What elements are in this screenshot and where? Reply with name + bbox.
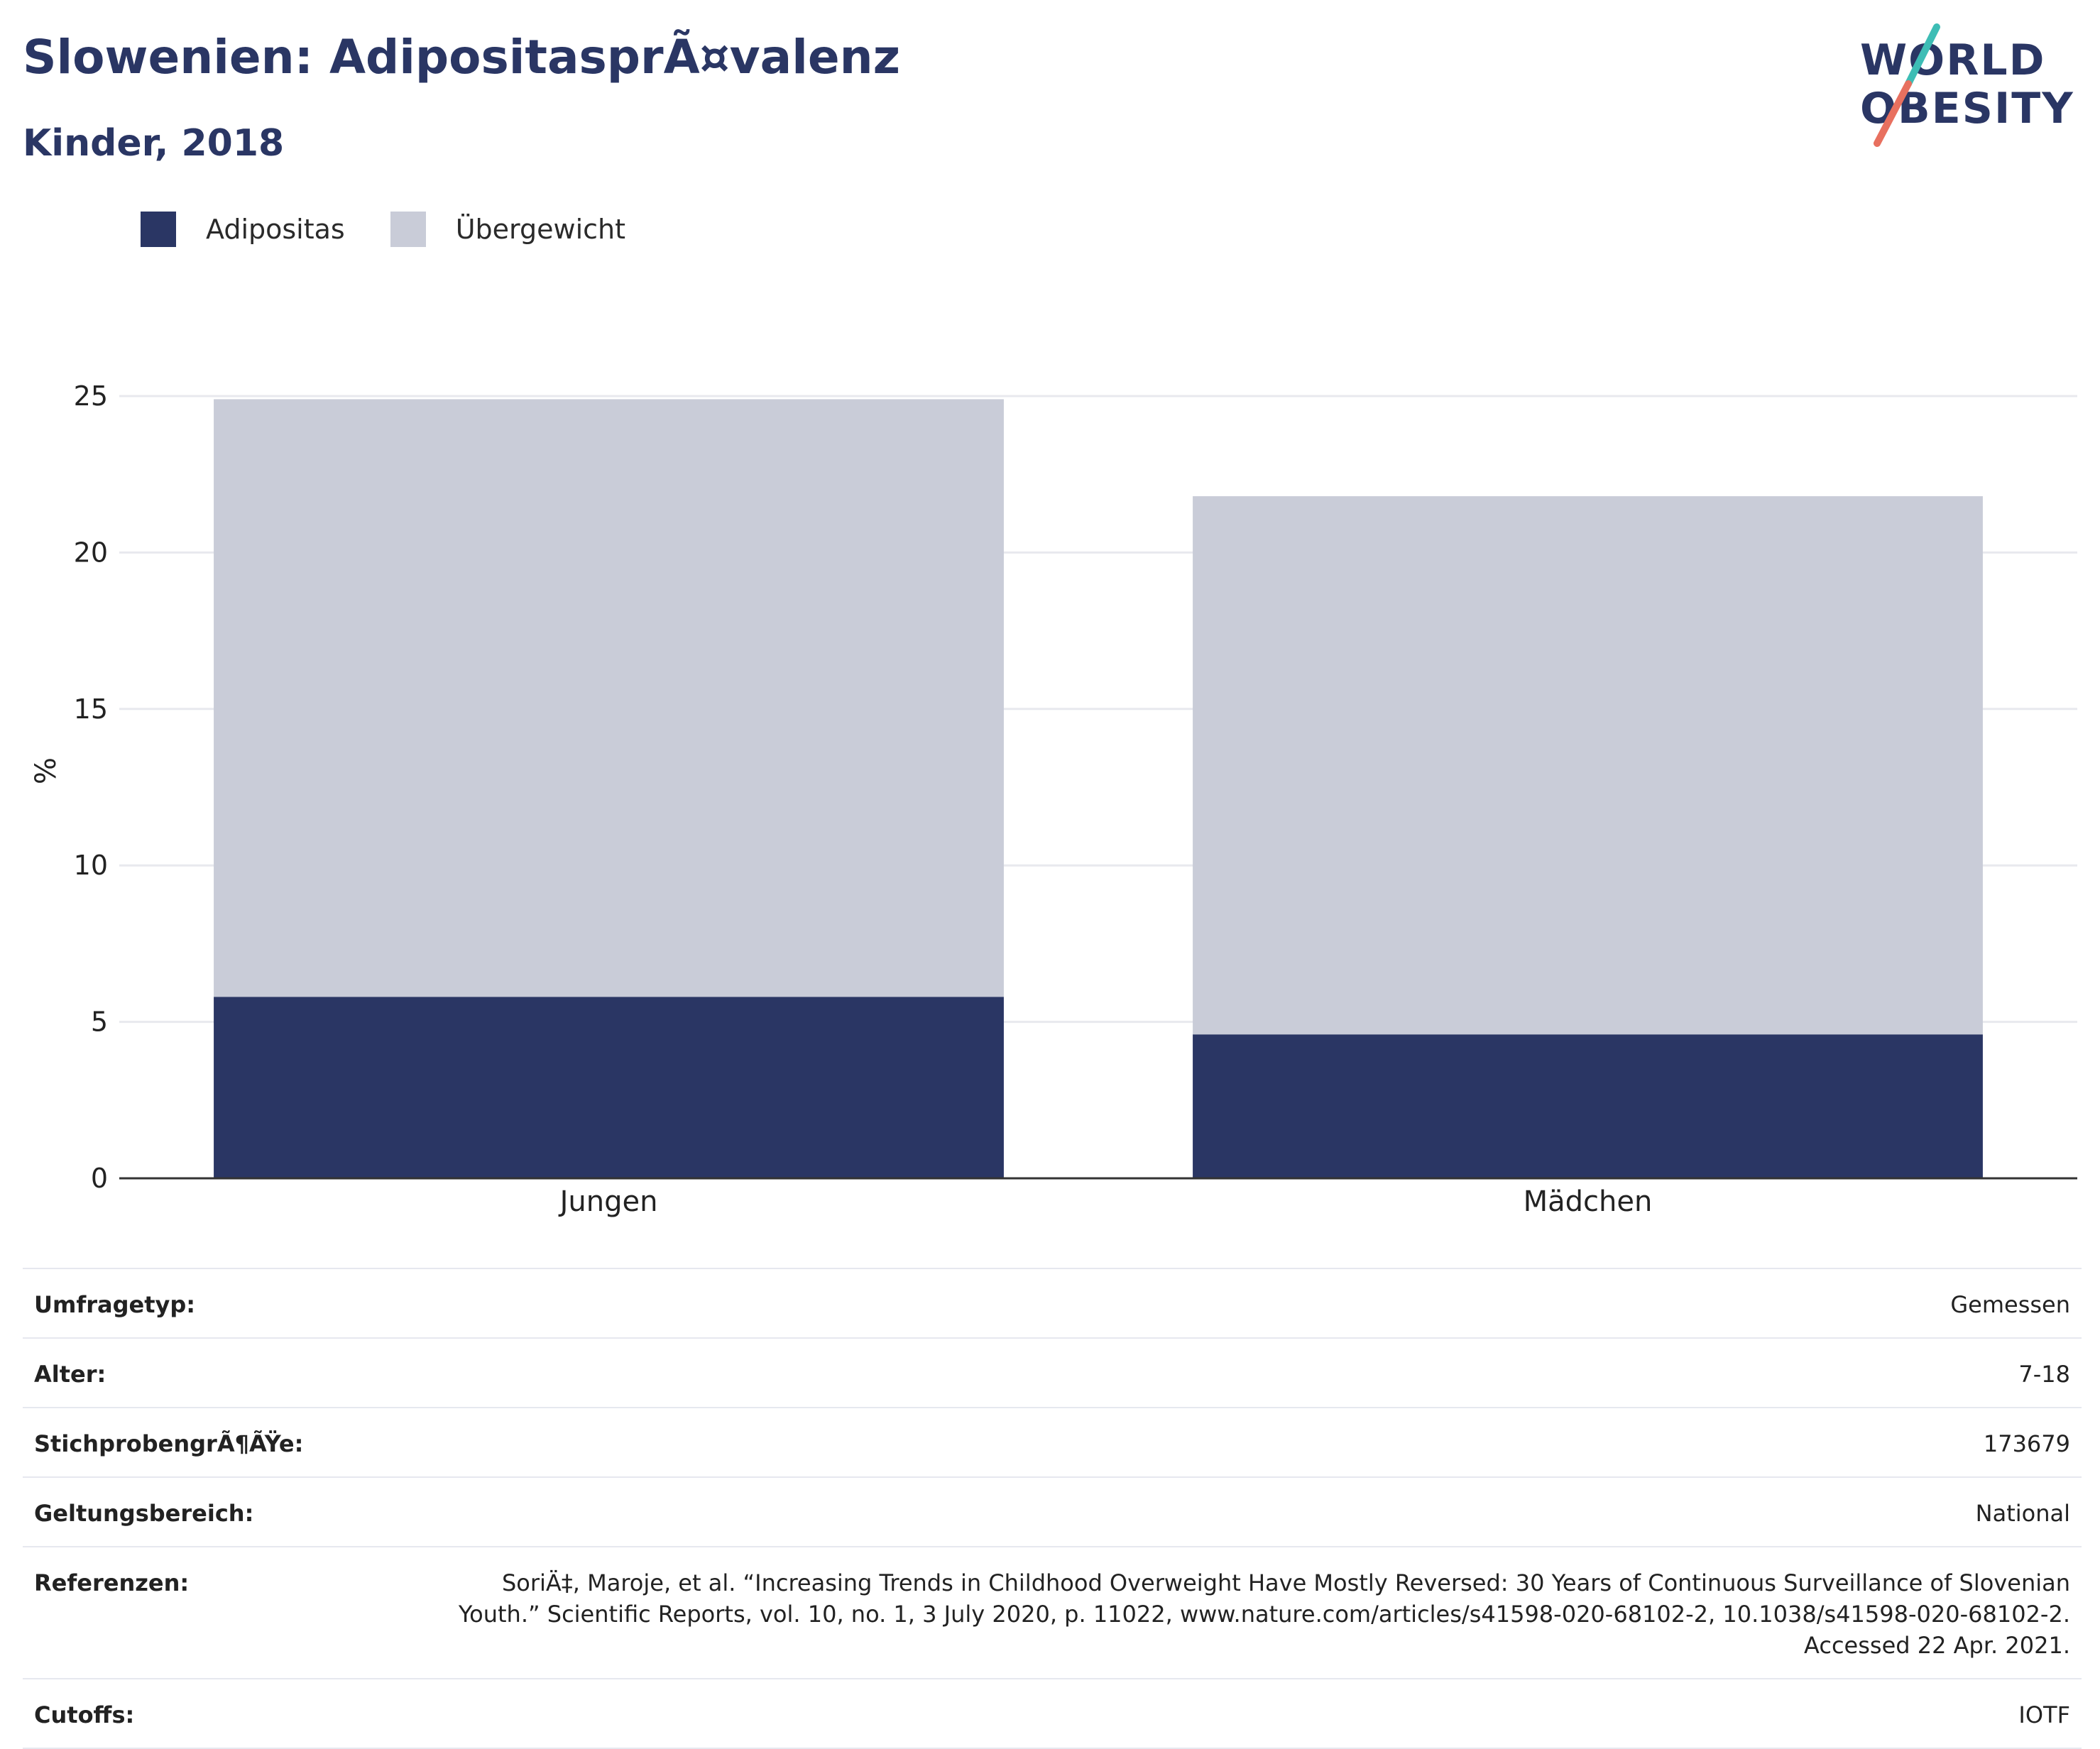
table-row-value: IOTF	[443, 1678, 2082, 1749]
page-title: Slowenien: AdipositasprÃ¤valenz	[23, 30, 900, 84]
table-row: Alter: 7-18	[23, 1337, 2082, 1408]
table-row: Geltungsbereich: National	[23, 1476, 2082, 1547]
world-obesity-logo: WORLD OBESITY	[1846, 21, 2087, 149]
axis-layer: 0 5 10 15 20 25 Jungen Mädchen	[74, 380, 2077, 1218]
table-row-value: Gemessen	[443, 1268, 2082, 1338]
legend-label-adipositas: Adipositas	[206, 214, 345, 245]
table-row-label: Geltungsbereich:	[23, 1476, 443, 1547]
bar-uebergewicht-0	[214, 399, 1004, 997]
logo-slash-icon	[1874, 23, 1940, 147]
bar-layer	[214, 399, 1983, 1178]
y-tick-label: 20	[74, 537, 108, 568]
legend-label-uebergewicht: Übergewicht	[455, 214, 625, 245]
y-tick-label: 10	[74, 850, 108, 881]
stacked-bar-chart: 0 5 10 15 20 25 Jungen Mädchen %	[30, 380, 2077, 1218]
bar-adipositas-1	[1193, 1034, 1983, 1178]
table-row-label: Alter:	[23, 1337, 443, 1408]
logo-text-line1: WORLD	[1860, 35, 2046, 85]
table-row: Umfragetyp: Gemessen	[23, 1268, 2082, 1338]
legend-item-adipositas: Adipositas	[141, 212, 345, 247]
legend-swatch-adipositas	[141, 212, 176, 247]
table-row-value: 7-18	[443, 1337, 2082, 1408]
table-row-label: Referenzen:	[23, 1546, 443, 1679]
legend-item-uebergewicht: Übergewicht	[390, 212, 625, 247]
bar-uebergewicht-1	[1193, 496, 1983, 1035]
info-table: Umfragetyp: Gemessen Alter: 7-18 Stichproben…	[23, 1268, 2082, 1749]
x-tick-label: Jungen	[558, 1185, 658, 1218]
chart-legend: Adipositas Übergewicht	[141, 212, 671, 247]
y-tick-label: 25	[74, 380, 108, 412]
y-tick-label: 0	[91, 1163, 108, 1194]
table-row-value: 173679	[443, 1407, 2082, 1477]
table-row-value: National	[443, 1476, 2082, 1547]
table-row: Cutoffs: IOTF	[23, 1678, 2082, 1749]
table-row-value: SoriÄ‡, Maroje, et al. “Increasing Trend…	[443, 1546, 2082, 1679]
y-tick-label: 15	[74, 693, 108, 725]
page-subtitle: Kinder, 2018	[23, 122, 285, 165]
y-tick-label: 5	[91, 1007, 108, 1038]
legend-swatch-uebergewicht	[390, 212, 426, 247]
x-tick-label: Mädchen	[1524, 1185, 1653, 1218]
bar-adipositas-0	[214, 997, 1004, 1178]
table-row-label: Cutoffs:	[23, 1678, 443, 1749]
table-row: StichprobengrÃ¶ÃŸe: 173679	[23, 1407, 2082, 1477]
table-row: Referenzen: SoriÄ‡, Maroje, et al. “Incre…	[23, 1546, 2082, 1679]
y-axis-label: %	[30, 757, 62, 784]
table-row-label: StichprobengrÃ¶ÃŸe:	[23, 1407, 443, 1477]
table-row-label: Umfragetyp:	[23, 1268, 443, 1338]
